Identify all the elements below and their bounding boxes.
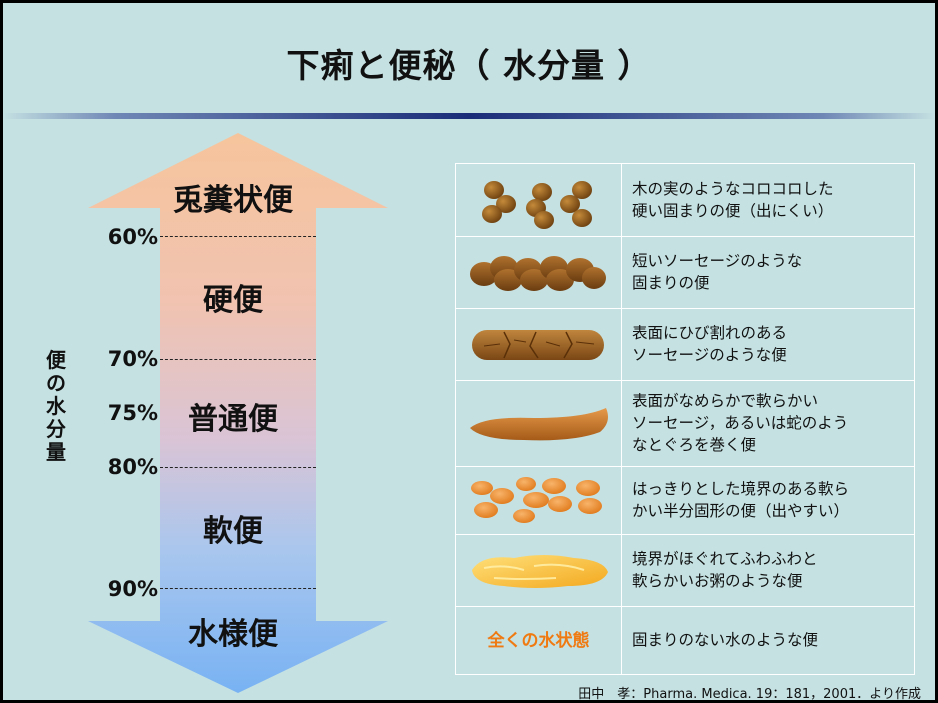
- table-row: 短いソーセージのような 固まりの便: [456, 236, 914, 309]
- zone-soft: 軟便: [203, 514, 263, 549]
- table-row: 境界がほぐれてふわふわと 軟らかいお粥のような便: [456, 534, 914, 607]
- fluffy-mushy-image: [472, 555, 608, 588]
- divider-60: [160, 236, 316, 237]
- page-title: 下痢と便秘（ 水分量 ）: [286, 46, 652, 85]
- zone-normal: 普通便: [188, 402, 278, 437]
- row-description: 固まりのない水のような便: [632, 631, 819, 649]
- table-row: 表面にひび割れのある ソーセージのような便: [456, 308, 914, 381]
- zone-hard: 硬便: [203, 283, 263, 318]
- lumpy-sausage-image: [470, 256, 606, 291]
- stool-type-table: 木の実のようなコロコロした 硬い固まりの便（出にくい）: [455, 163, 915, 675]
- slide: 下痢と便秘（ 水分量 ） 兎糞状便 硬便 普通便 軟便 水様便 60% 70% …: [3, 3, 935, 700]
- table-row: 木の実のようなコロコロした 硬い固まりの便（出にくい）: [456, 164, 914, 237]
- row-description: はっきりとした境界のある軟ら かい半分固形の便（出やすい）: [632, 480, 850, 520]
- table-row: 表面がなめらかで軟らかい ソーセージ，あるいは蛇のよう なとぐろを巻く便: [456, 380, 914, 467]
- pct-90: 90%: [107, 577, 158, 601]
- divider-70: [160, 359, 316, 360]
- title-divider: [3, 113, 935, 119]
- row-description: 表面がなめらかで軟らかい ソーセージ，あるいは蛇のよう なとぐろを巻く便: [632, 392, 849, 454]
- table-column-divider: [621, 164, 622, 674]
- divider-80: [160, 467, 316, 468]
- zone-watery: 水様便: [188, 617, 278, 652]
- arrow-shape: [88, 133, 388, 693]
- zone-rabbit-pellet: 兎糞状便: [173, 183, 293, 218]
- cracked-sausage-image: [472, 330, 604, 360]
- small-round-pellets-image: [482, 181, 592, 229]
- pct-75: 75%: [107, 401, 158, 425]
- vertical-axis-label: 便 の 水 分 量: [46, 348, 66, 464]
- source-citation: 田中 孝：Pharma. Medica. 19：181，2001．より作成: [578, 687, 921, 700]
- soft-blobs-image: [471, 477, 602, 523]
- watery-state-label: 全くの水状態: [487, 631, 590, 651]
- divider-90: [160, 588, 316, 589]
- table-row: はっきりとした境界のある軟ら かい半分固形の便（出やすい）: [456, 466, 914, 535]
- pct-60: 60%: [107, 225, 158, 249]
- water-content-arrow: [88, 133, 388, 693]
- smooth-sausage-image: [470, 408, 608, 441]
- row-description: 表面にひび割れのある ソーセージのような便: [632, 324, 788, 364]
- pct-70: 70%: [107, 347, 158, 371]
- pct-80: 80%: [107, 455, 158, 479]
- row-description: 境界がほぐれてふわふわと 軟らかいお粥のような便: [632, 550, 818, 590]
- row-description: 木の実のようなコロコロした 硬い固まりの便（出にくい）: [632, 180, 834, 220]
- table-row: 全くの水状態 固まりのない水のような便: [456, 606, 914, 674]
- row-description: 短いソーセージのような 固まりの便: [632, 252, 803, 292]
